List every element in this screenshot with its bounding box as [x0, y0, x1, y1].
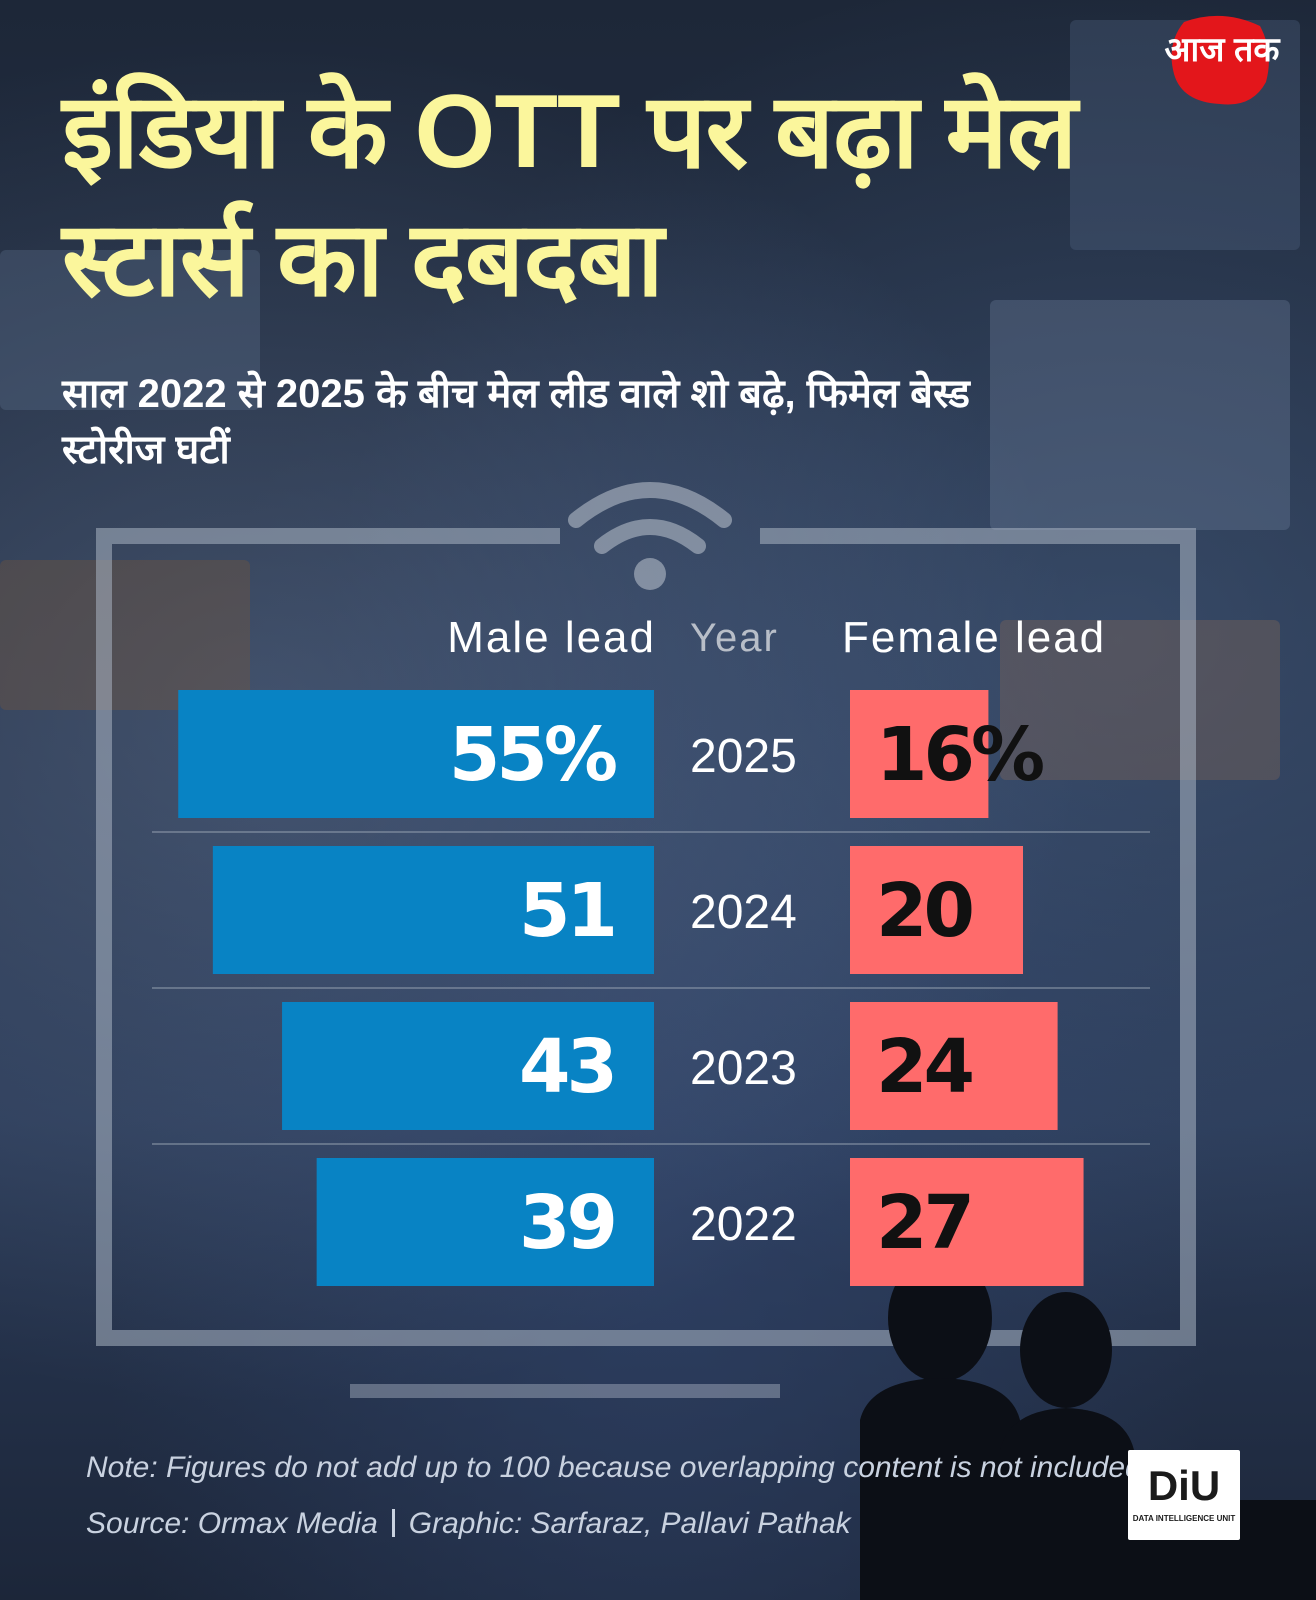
female-value-label: 24 — [876, 1024, 972, 1110]
male-bar — [178, 690, 654, 818]
source-text: Source: Ormax Media — [86, 1507, 378, 1540]
tv-outline — [96, 528, 1196, 1346]
female-value-label: 27 — [876, 1180, 971, 1266]
logo-text: आज तक — [1164, 31, 1280, 69]
wifi-icon — [568, 482, 732, 554]
wifi-dot-icon — [634, 558, 666, 590]
footer-source: Source: Ormax Media Graphic: Sarfaraz, Pa… — [86, 1504, 851, 1544]
background-panel — [0, 560, 250, 710]
page-title: इंडिया के OTT पर बढ़ा मेल स्टार्स का दबद… — [62, 74, 1077, 318]
source-separator — [391, 1509, 395, 1537]
year-label: 2024 — [690, 886, 797, 939]
year-label: 2022 — [690, 1198, 797, 1251]
male-bar — [282, 1002, 654, 1130]
diu-logo: DiU DATA INTELLIGENCE UNIT — [1128, 1450, 1240, 1540]
male-lead-header: Male lead — [447, 613, 656, 662]
graphic-credit: Graphic: Sarfaraz, Pallavi Pathak — [408, 1507, 851, 1540]
tv-stand — [350, 1384, 780, 1398]
diu-logo-subtext: DATA INTELLIGENCE UNIT — [1132, 1514, 1236, 1523]
male-bar — [316, 1158, 654, 1286]
diu-logo-text: DiU — [1147, 1462, 1221, 1509]
logo-badge-icon — [1171, 15, 1269, 105]
background-panel — [1000, 620, 1280, 780]
female-lead-header: Female lead — [842, 613, 1107, 662]
year-label: 2023 — [690, 1042, 797, 1095]
male-value-label: 55% — [449, 712, 616, 798]
year-label: 2025 — [690, 730, 797, 783]
page-subtitle: साल 2022 से 2025 के बीच मेल लीड वाले शो … — [62, 372, 970, 472]
female-bar — [850, 846, 1023, 974]
female-bar — [850, 1002, 1058, 1130]
aaj-tak-logo: आज तक — [1162, 12, 1282, 112]
female-bar — [850, 1158, 1084, 1286]
background-panel — [990, 300, 1290, 530]
male-value-label: 51 — [519, 868, 614, 954]
male-bar — [212, 846, 654, 974]
male-value-label: 43 — [519, 1024, 614, 1110]
footer-note: Note: Figures do not add up to 100 becau… — [86, 1451, 1142, 1484]
male-value-label: 39 — [519, 1180, 614, 1266]
background-panel — [0, 250, 260, 410]
female-value-label: 16% — [876, 712, 1043, 798]
female-bar — [850, 690, 989, 818]
year-header: Year — [690, 616, 779, 660]
female-value-label: 20 — [876, 868, 971, 954]
